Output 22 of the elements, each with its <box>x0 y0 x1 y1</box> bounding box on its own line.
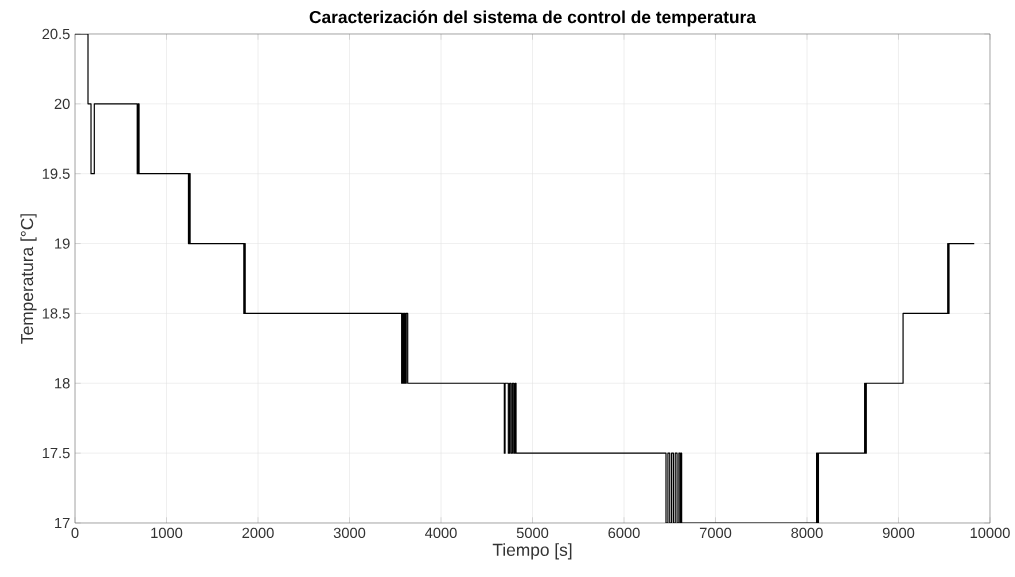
y-tick-label: 20 <box>54 98 70 110</box>
x-tick-label: 9000 <box>882 527 915 539</box>
y-axis-title: Temperatura [°C] <box>20 214 37 344</box>
y-tick-label: 17.5 <box>42 448 70 459</box>
y-tick-label: 19 <box>55 238 70 249</box>
x-tick-label: 10000 <box>970 527 1010 539</box>
x-tick-label: 4000 <box>425 527 457 539</box>
x-tick-label: 5000 <box>516 527 549 539</box>
x-tick-label: 3000 <box>333 527 366 539</box>
chart-title: Caracterización del sistema de control de temperatura <box>309 10 757 27</box>
x-axis-title: Tiempo [s] <box>492 543 572 560</box>
y-tick-label: 18.5 <box>42 308 70 319</box>
x-tick-label: 6000 <box>608 527 640 539</box>
y-tick-label: 20.5 <box>42 28 70 40</box>
y-tick-label: 17 <box>55 517 70 529</box>
x-tick-label: 8000 <box>791 527 823 539</box>
x-tick-label: 1000 <box>151 527 183 539</box>
y-tick-label: 19.5 <box>42 168 70 179</box>
x-tick-label: 0 <box>71 527 79 539</box>
x-tick-label: 2000 <box>242 527 274 539</box>
x-tick-label: 7000 <box>699 527 732 539</box>
y-tick-label: 18 <box>55 378 70 389</box>
